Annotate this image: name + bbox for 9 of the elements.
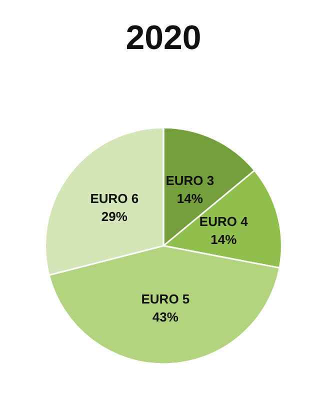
- slice-label: EURO 5: [141, 291, 190, 306]
- chart-title: 2020: [126, 19, 202, 57]
- data-label: 14%: [176, 191, 204, 206]
- data-label: 14%: [210, 232, 238, 247]
- slice-label: EURO 3: [166, 173, 214, 188]
- data-label: 29%: [101, 209, 128, 224]
- data-label: 43%: [152, 309, 179, 324]
- slice-label: EURO 6: [90, 191, 139, 206]
- slice-label: EURO 4: [199, 214, 249, 229]
